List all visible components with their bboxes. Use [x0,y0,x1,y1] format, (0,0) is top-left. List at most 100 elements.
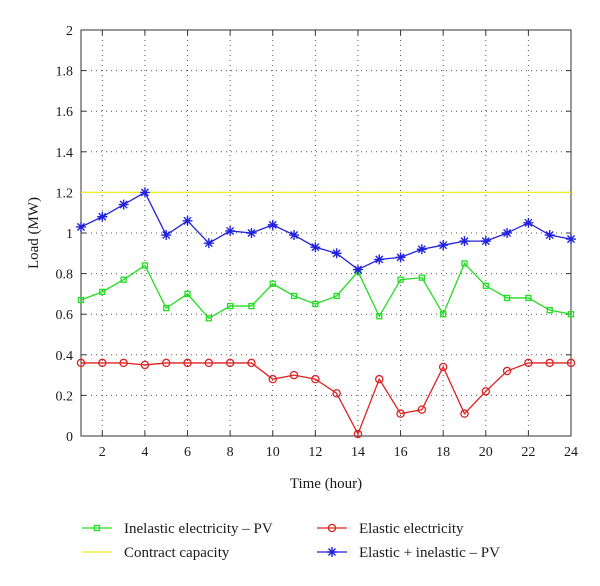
data-point [225,358,235,368]
data-point [268,374,277,384]
data-point [267,219,278,230]
data-point [440,311,447,318]
x-tick-label: 12 [308,445,322,460]
x-tick-label: 22 [521,445,535,460]
series-3 [76,187,576,275]
data-point [77,296,85,304]
data-point [269,280,276,287]
x-tick-label: 6 [184,445,191,460]
data-point [544,230,555,241]
y-tick-label: 1.4 [56,146,74,161]
series-0 [77,260,575,322]
y-tick-label: 0 [66,430,73,445]
data-point [99,288,106,296]
data-point [524,358,533,368]
data-point [502,366,512,376]
data-point [523,217,534,228]
data-point [395,252,406,263]
x-tick-label: 16 [394,445,408,460]
x-tick-label: 2 [99,445,106,460]
data-point [418,274,426,281]
data-point [225,225,236,236]
data-point [397,276,404,283]
data-point [182,215,193,226]
grid-lines [81,30,571,436]
data-point [76,358,86,368]
y-tick-label: 0.8 [56,268,74,283]
legend-entry: Contract capacity [82,545,230,561]
legend-marker [327,523,337,533]
legend-entry: Elastic electricity [317,521,464,537]
data-point [120,276,127,283]
data-point [332,389,341,398]
data-point [203,238,214,249]
data-point [546,306,553,314]
x-tick-label: 18 [436,445,450,460]
data-point [204,358,214,368]
legend-label: Contract capacity [124,545,230,561]
data-point [184,290,191,298]
y-axis-title: Load (MW) [26,197,42,269]
y-tick-label: 0.4 [56,349,74,364]
data-point [461,260,468,267]
data-point [289,370,299,380]
data-point [161,230,172,241]
data-point [161,358,171,368]
series-line [80,191,572,271]
x-axis-title: Time (hour) [290,476,362,492]
x-tick-label: 8 [227,445,234,460]
data-point [248,302,255,310]
data-point [310,242,321,253]
data-point [205,315,212,322]
data-point [353,429,363,439]
x-tick-label: 10 [266,445,280,460]
data-point [311,374,320,384]
y-tick-label: 0.2 [56,389,74,404]
data-point [118,199,129,210]
series-line [80,262,572,320]
axis-ticks: 2 4 6 8 10 12 14 16 18 20 22 2400.20.40.60.811.21.4… [56,24,579,460]
data-point [98,358,107,368]
data-point [333,292,340,300]
data-point [312,300,319,308]
data-point [417,405,427,414]
data-point [97,211,108,222]
data-point [352,264,363,275]
legend-entry: Inelastic electricity – PV [82,521,273,537]
data-point [566,358,576,368]
x-tick-label: 20 [479,445,493,460]
data-point [396,409,405,418]
series-1 [76,358,576,439]
data-point [481,387,491,396]
data-point [331,248,342,259]
x-tick-label: 24 [564,445,578,460]
y-tick-label: 1.2 [56,186,74,201]
data-point [502,228,513,238]
y-tick-label: 2 [66,24,73,39]
legend-label: Inelastic electricity – PV [124,521,273,537]
data-point [416,244,427,255]
legend-marker [93,524,101,532]
x-tick-label: 14 [351,445,365,460]
data-point [183,358,192,368]
data-point [567,311,575,318]
data-point [545,358,554,368]
legend-entry: Elastic + inelastic – PV [317,545,500,561]
legend-marker [327,547,337,557]
data-point [139,187,150,198]
data-point [525,294,532,302]
data-point [460,409,469,418]
data-point [289,230,300,241]
legend: Inelastic electricity – PV Elastic electr… [82,521,500,561]
legend-label: Elastic electricity [359,521,464,537]
data-point [76,221,86,232]
data-point [290,292,298,300]
y-tick-label: 1.6 [56,105,74,120]
x-tick-label: 4 [141,445,148,460]
data-point [246,228,257,238]
data-point [480,236,491,247]
data-point [247,358,256,368]
data-point [503,294,511,302]
y-tick-label: 0.6 [56,308,74,323]
data-point [438,362,448,372]
